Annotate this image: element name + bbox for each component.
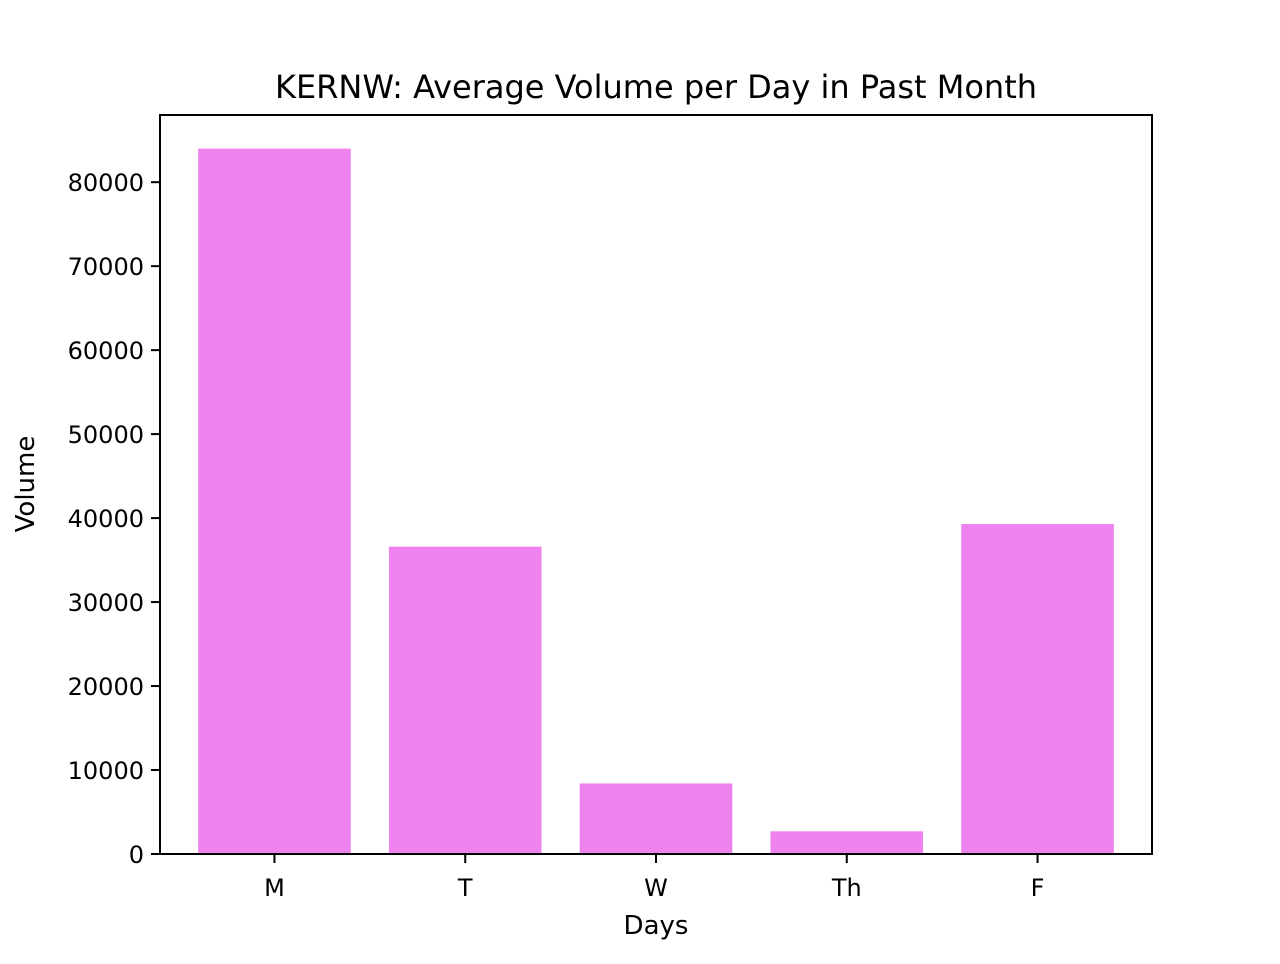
y-tick-label: 60000	[68, 337, 144, 365]
y-tick-label: 50000	[68, 421, 144, 449]
bar-th	[770, 831, 924, 854]
bar-w	[579, 783, 733, 854]
y-tick-label: 70000	[68, 253, 144, 281]
x-tick-label: F	[1031, 874, 1045, 902]
chart-title: KERNW: Average Volume per Day in Past Mo…	[275, 68, 1037, 106]
y-tick-label: 20000	[68, 673, 144, 701]
y-tick-label: 80000	[68, 169, 144, 197]
x-axis-label: Days	[624, 911, 689, 941]
bar-m	[198, 148, 351, 854]
y-tick-label: 0	[129, 841, 144, 869]
x-tick-label: T	[457, 874, 473, 902]
y-axis-label: Volume	[11, 436, 41, 533]
bar-f	[961, 523, 1114, 854]
y-tick-label: 40000	[68, 505, 144, 533]
x-tick-label: Th	[831, 874, 862, 902]
x-tick-label: W	[644, 874, 668, 902]
plot-area: M T W Th F 0 10000 20000 30000 40000 50000 60000 700…	[68, 148, 1114, 902]
plot-frame	[159, 114, 1153, 855]
y-tick-label: 30000	[68, 589, 144, 617]
y-tick-label: 10000	[68, 757, 144, 785]
bar-t	[388, 546, 542, 854]
x-tick-label: M	[264, 874, 285, 902]
